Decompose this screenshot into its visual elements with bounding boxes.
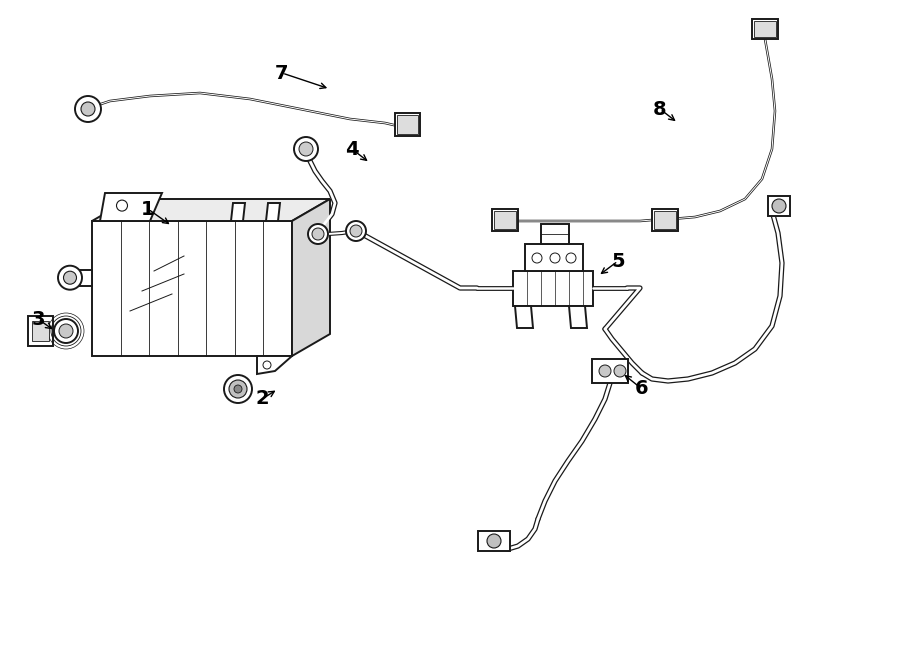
Circle shape xyxy=(75,96,101,122)
Polygon shape xyxy=(652,209,678,231)
Circle shape xyxy=(350,225,362,237)
Polygon shape xyxy=(754,21,776,37)
Polygon shape xyxy=(92,221,292,356)
Polygon shape xyxy=(768,196,790,216)
Circle shape xyxy=(566,253,576,263)
Text: 2: 2 xyxy=(256,389,269,408)
Text: 6: 6 xyxy=(635,379,649,399)
Polygon shape xyxy=(525,244,583,271)
Polygon shape xyxy=(231,203,245,221)
Polygon shape xyxy=(80,270,92,286)
Circle shape xyxy=(599,365,611,377)
Polygon shape xyxy=(266,203,280,221)
Polygon shape xyxy=(32,321,49,341)
Circle shape xyxy=(487,534,501,548)
Polygon shape xyxy=(292,199,330,356)
Polygon shape xyxy=(28,316,53,346)
Polygon shape xyxy=(513,271,593,306)
Polygon shape xyxy=(100,193,162,221)
Circle shape xyxy=(312,228,324,240)
Polygon shape xyxy=(541,224,569,244)
Text: 8: 8 xyxy=(653,100,667,118)
Polygon shape xyxy=(478,531,510,551)
Circle shape xyxy=(772,199,786,213)
Circle shape xyxy=(346,221,366,241)
Circle shape xyxy=(116,200,128,211)
Text: 4: 4 xyxy=(346,139,359,159)
Polygon shape xyxy=(397,115,418,134)
Circle shape xyxy=(234,385,242,393)
Polygon shape xyxy=(494,211,516,229)
Circle shape xyxy=(59,324,73,338)
Polygon shape xyxy=(257,356,292,374)
Circle shape xyxy=(294,137,318,161)
Polygon shape xyxy=(654,211,676,229)
Polygon shape xyxy=(492,209,518,231)
Polygon shape xyxy=(92,199,330,221)
Circle shape xyxy=(224,375,252,403)
Circle shape xyxy=(64,271,76,284)
Circle shape xyxy=(54,319,78,343)
Circle shape xyxy=(299,142,313,156)
Circle shape xyxy=(263,361,271,369)
Circle shape xyxy=(81,102,95,116)
Text: 7: 7 xyxy=(275,63,289,83)
Text: 5: 5 xyxy=(611,251,625,270)
Circle shape xyxy=(58,266,82,290)
Circle shape xyxy=(308,224,328,244)
Text: 1: 1 xyxy=(141,200,155,219)
Polygon shape xyxy=(515,306,533,328)
Circle shape xyxy=(532,253,542,263)
Circle shape xyxy=(614,365,626,377)
Polygon shape xyxy=(569,306,587,328)
Circle shape xyxy=(229,380,247,398)
Polygon shape xyxy=(752,19,778,39)
Text: 3: 3 xyxy=(32,309,45,329)
Circle shape xyxy=(550,253,560,263)
Polygon shape xyxy=(395,113,420,136)
Polygon shape xyxy=(592,359,628,383)
